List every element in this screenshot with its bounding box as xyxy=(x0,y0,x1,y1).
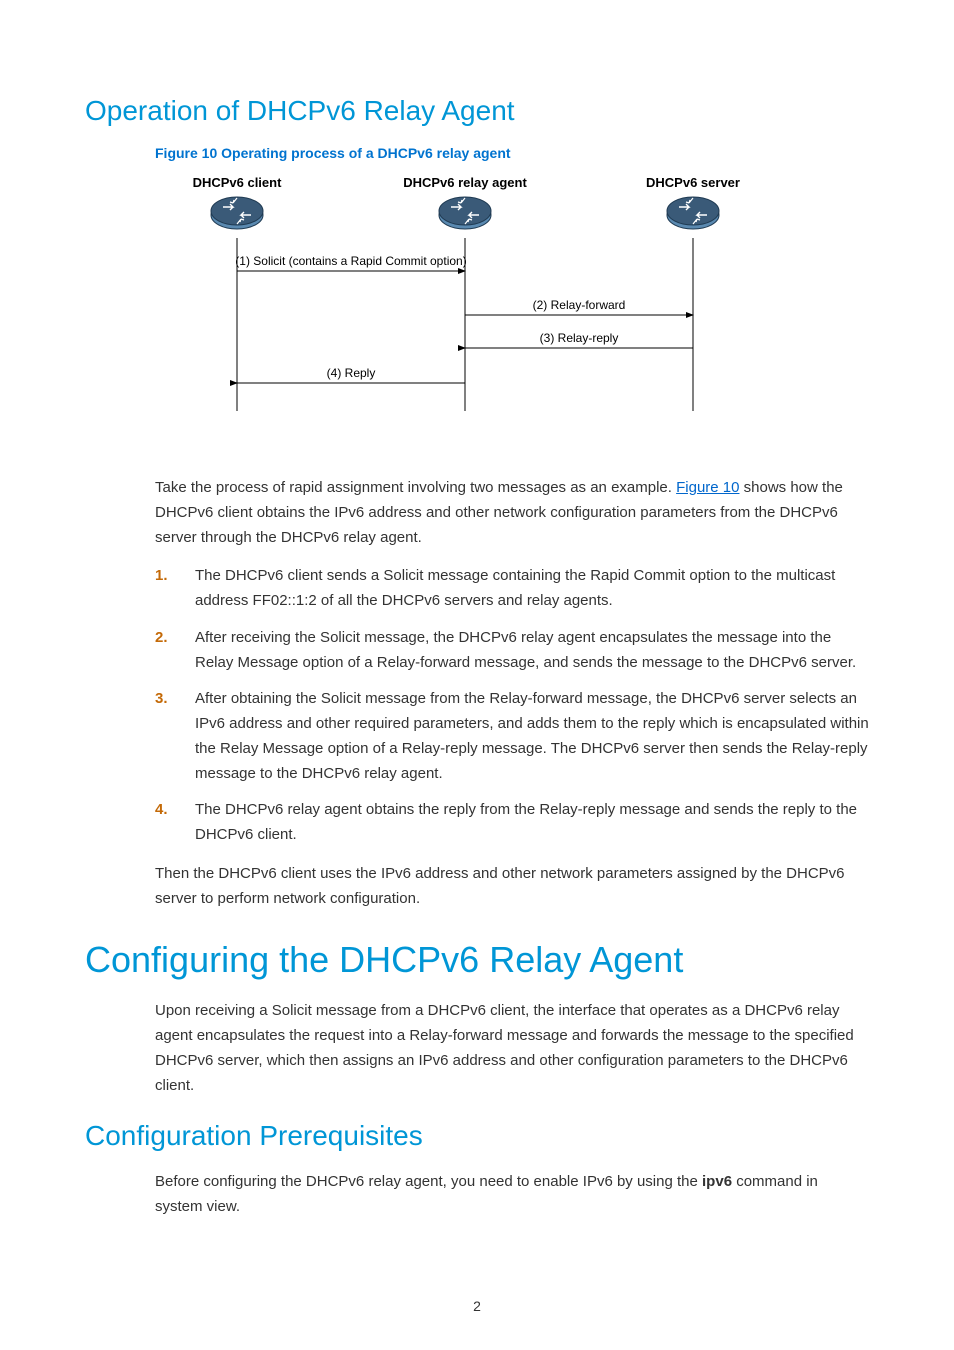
svg-text:(4) Reply: (4) Reply xyxy=(327,366,376,380)
step-number: 4. xyxy=(155,798,168,823)
heading-operation: Operation of DHCPv6 Relay Agent xyxy=(85,95,869,127)
intro-paragraph: Take the process of rapid assignment inv… xyxy=(155,476,869,550)
svg-text:(3) Relay-reply: (3) Relay-reply xyxy=(540,331,619,345)
ipv6-command: ipv6 xyxy=(702,1173,732,1190)
svg-text:DHCPv6 client: DHCPv6 client xyxy=(193,175,283,190)
step-number: 1. xyxy=(155,564,168,589)
svg-text:(2) Relay-forward: (2) Relay-forward xyxy=(533,298,626,312)
step-number: 3. xyxy=(155,687,168,712)
svg-text:DHCPv6 server: DHCPv6 server xyxy=(646,175,740,190)
closing-paragraph: Then the DHCPv6 client uses the IPv6 add… xyxy=(155,862,869,912)
step-item: 4. The DHCPv6 relay agent obtains the rep… xyxy=(155,798,869,848)
sequence-diagram: DHCPv6 client DHCPv6 relay agent DHCPv6 se… xyxy=(145,173,869,428)
heading-prereq: Configuration Prerequisites xyxy=(85,1120,869,1152)
step-item: 1. The DHCPv6 client sends a Solicit mess… xyxy=(155,564,869,614)
step-item: 2. After receiving the Solicit message, t… xyxy=(155,626,869,676)
svg-text:DHCPv6 relay agent: DHCPv6 relay agent xyxy=(403,175,527,190)
prereq-paragraph: Before configuring the DHCPv6 relay agen… xyxy=(155,1170,869,1220)
svg-text:(1) Solicit (contains a Rapid: (1) Solicit (contains a Rapid Commit opt… xyxy=(235,254,466,268)
page-number: 2 xyxy=(0,1298,954,1314)
step-text: The DHCPv6 client sends a Solicit messag… xyxy=(195,567,835,609)
heading-configuring: Configuring the DHCPv6 Relay Agent xyxy=(85,939,869,981)
configuring-paragraph: Upon receiving a Solicit message from a … xyxy=(155,999,869,1098)
step-item: 3. After obtaining the Solicit message fr… xyxy=(155,687,869,786)
figure-link[interactable]: Figure 10 xyxy=(676,479,739,496)
step-number: 2. xyxy=(155,626,168,651)
para4-a: Before configuring the DHCPv6 relay agen… xyxy=(155,1173,702,1190)
step-text: The DHCPv6 relay agent obtains the reply… xyxy=(195,801,857,843)
figure-caption: Figure 10 Operating process of a DHCPv6 … xyxy=(155,145,869,161)
steps-list: 1. The DHCPv6 client sends a Solicit mess… xyxy=(155,564,869,848)
step-text: After receiving the Solicit message, the… xyxy=(195,629,856,671)
step-text: After obtaining the Solicit message from… xyxy=(195,690,869,781)
para1-a: Take the process of rapid assignment inv… xyxy=(155,479,676,496)
